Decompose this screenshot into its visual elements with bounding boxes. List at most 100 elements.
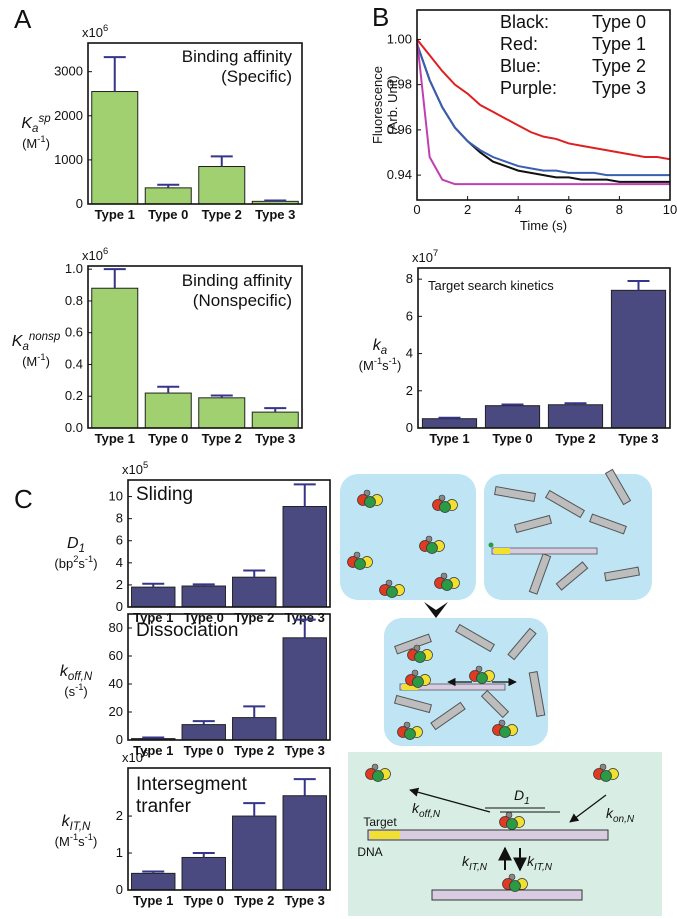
y-tick-label: 2	[116, 577, 123, 592]
annotation: (Specific)	[221, 67, 292, 86]
legend-label: Type 0	[592, 12, 646, 32]
error-bar	[142, 870, 165, 874]
y-tick-label: 40	[109, 676, 123, 691]
bar	[91, 91, 139, 205]
annotation: Sliding	[136, 484, 193, 505]
text-run: -1	[37, 134, 45, 144]
y-tick-label: 0.94	[387, 167, 412, 182]
label-part: D	[514, 787, 524, 803]
error-bar	[192, 583, 215, 587]
dna-strand	[431, 889, 583, 901]
text-run: x10	[122, 750, 143, 765]
annotation: Binding affinity	[182, 47, 293, 66]
text-run: )	[46, 136, 50, 151]
annotation: Dissociation	[136, 620, 238, 641]
y-tick-label: 0	[116, 732, 123, 747]
label-part: k	[606, 805, 614, 821]
label: koff,N	[412, 800, 441, 820]
diagram: Target DNA koff,N D1 kon,N kIT,N kIT,N	[340, 468, 662, 916]
x-axis-label: Time (s)	[520, 218, 567, 233]
error-bar	[210, 394, 233, 398]
plot-frame	[416, 9, 671, 201]
annotation: tranfer	[136, 796, 192, 817]
label-part: IT,N	[534, 862, 553, 873]
bar	[181, 585, 226, 608]
text-run: x10	[412, 250, 433, 265]
text-run: 7	[433, 248, 438, 258]
legend-label: Type 2	[592, 56, 646, 76]
annotation: Target search kinetics	[428, 278, 554, 293]
text-run: )	[397, 358, 401, 373]
text-run: x10	[82, 25, 103, 40]
rich-text: x105	[122, 460, 148, 477]
dna-rod	[480, 689, 510, 719]
y-tick-label: 60	[109, 648, 123, 663]
y-tick-label: 4	[116, 555, 123, 570]
y-tick-label: 0	[76, 196, 83, 211]
bar	[181, 856, 226, 891]
rich-text: x106	[82, 23, 108, 40]
bar	[251, 411, 299, 429]
y-tick-label: 2000	[54, 108, 83, 123]
rich-text: (s-1)	[64, 682, 88, 699]
dna-strand	[491, 547, 598, 555]
text-run: -1	[75, 682, 83, 692]
x-tick-label: 0	[413, 202, 420, 217]
error-bar	[103, 56, 126, 92]
bar	[144, 187, 192, 205]
error-bar	[264, 407, 287, 413]
bar	[232, 576, 277, 608]
label-part: k	[462, 853, 470, 869]
error-bar	[192, 852, 215, 858]
annotation: Intersegment	[136, 774, 248, 795]
rich-text: kIT,N	[62, 813, 91, 833]
bar	[282, 637, 327, 741]
y-tick-label: 0	[116, 882, 123, 897]
text-run: (s	[64, 684, 75, 699]
rich-text: koff,N	[60, 663, 93, 683]
rich-text: (M-1)	[22, 352, 50, 369]
bar	[198, 397, 246, 429]
rich-text: (M-1)	[22, 134, 50, 151]
bar	[131, 872, 176, 891]
bar	[610, 289, 667, 429]
dna-rod	[603, 566, 641, 582]
dna-rod	[544, 489, 586, 519]
label: kIT,N	[462, 853, 488, 873]
error-bar	[293, 778, 316, 796]
label-part: 1	[524, 796, 530, 807]
text-run: s	[382, 358, 389, 373]
bar	[198, 166, 246, 205]
y-tick-label: 4	[406, 346, 413, 361]
x-tick-label: 6	[565, 202, 572, 217]
x-tick-label: Type 1	[133, 743, 173, 758]
x-tick-label: Type 3	[255, 431, 295, 446]
error-bar	[438, 416, 461, 419]
text-run: )	[93, 834, 97, 849]
y-axis-label: Fluorescence	[370, 66, 385, 144]
bar	[131, 586, 176, 608]
x-tick-label: Type 1	[133, 893, 173, 908]
x-tick-label: Type 3	[255, 207, 295, 222]
text-run: -1	[85, 832, 93, 842]
arrow	[409, 787, 491, 813]
y-tick-label: 2	[116, 808, 123, 823]
y-tick-label: 8	[406, 271, 413, 286]
x-tick-label: 2	[464, 202, 471, 217]
text-run: )	[93, 556, 97, 571]
dna-rod	[589, 513, 627, 535]
plot-frame	[127, 613, 331, 741]
error-bar	[142, 736, 165, 739]
y-tick-label: 0.2	[65, 388, 83, 403]
legend-label: Type 3	[592, 78, 646, 98]
y-tick-label: 2	[406, 383, 413, 398]
text-run: (bp	[54, 556, 73, 571]
y-tick-label: 1.0	[65, 261, 83, 276]
x-tick-label: Type 1	[429, 431, 469, 446]
dna-box	[484, 474, 652, 600]
legend-color: Purple:	[500, 78, 557, 98]
dna-rod	[494, 486, 536, 502]
arrow	[569, 794, 607, 823]
label-part: IT,N	[469, 862, 488, 873]
text-run: a	[22, 341, 29, 353]
